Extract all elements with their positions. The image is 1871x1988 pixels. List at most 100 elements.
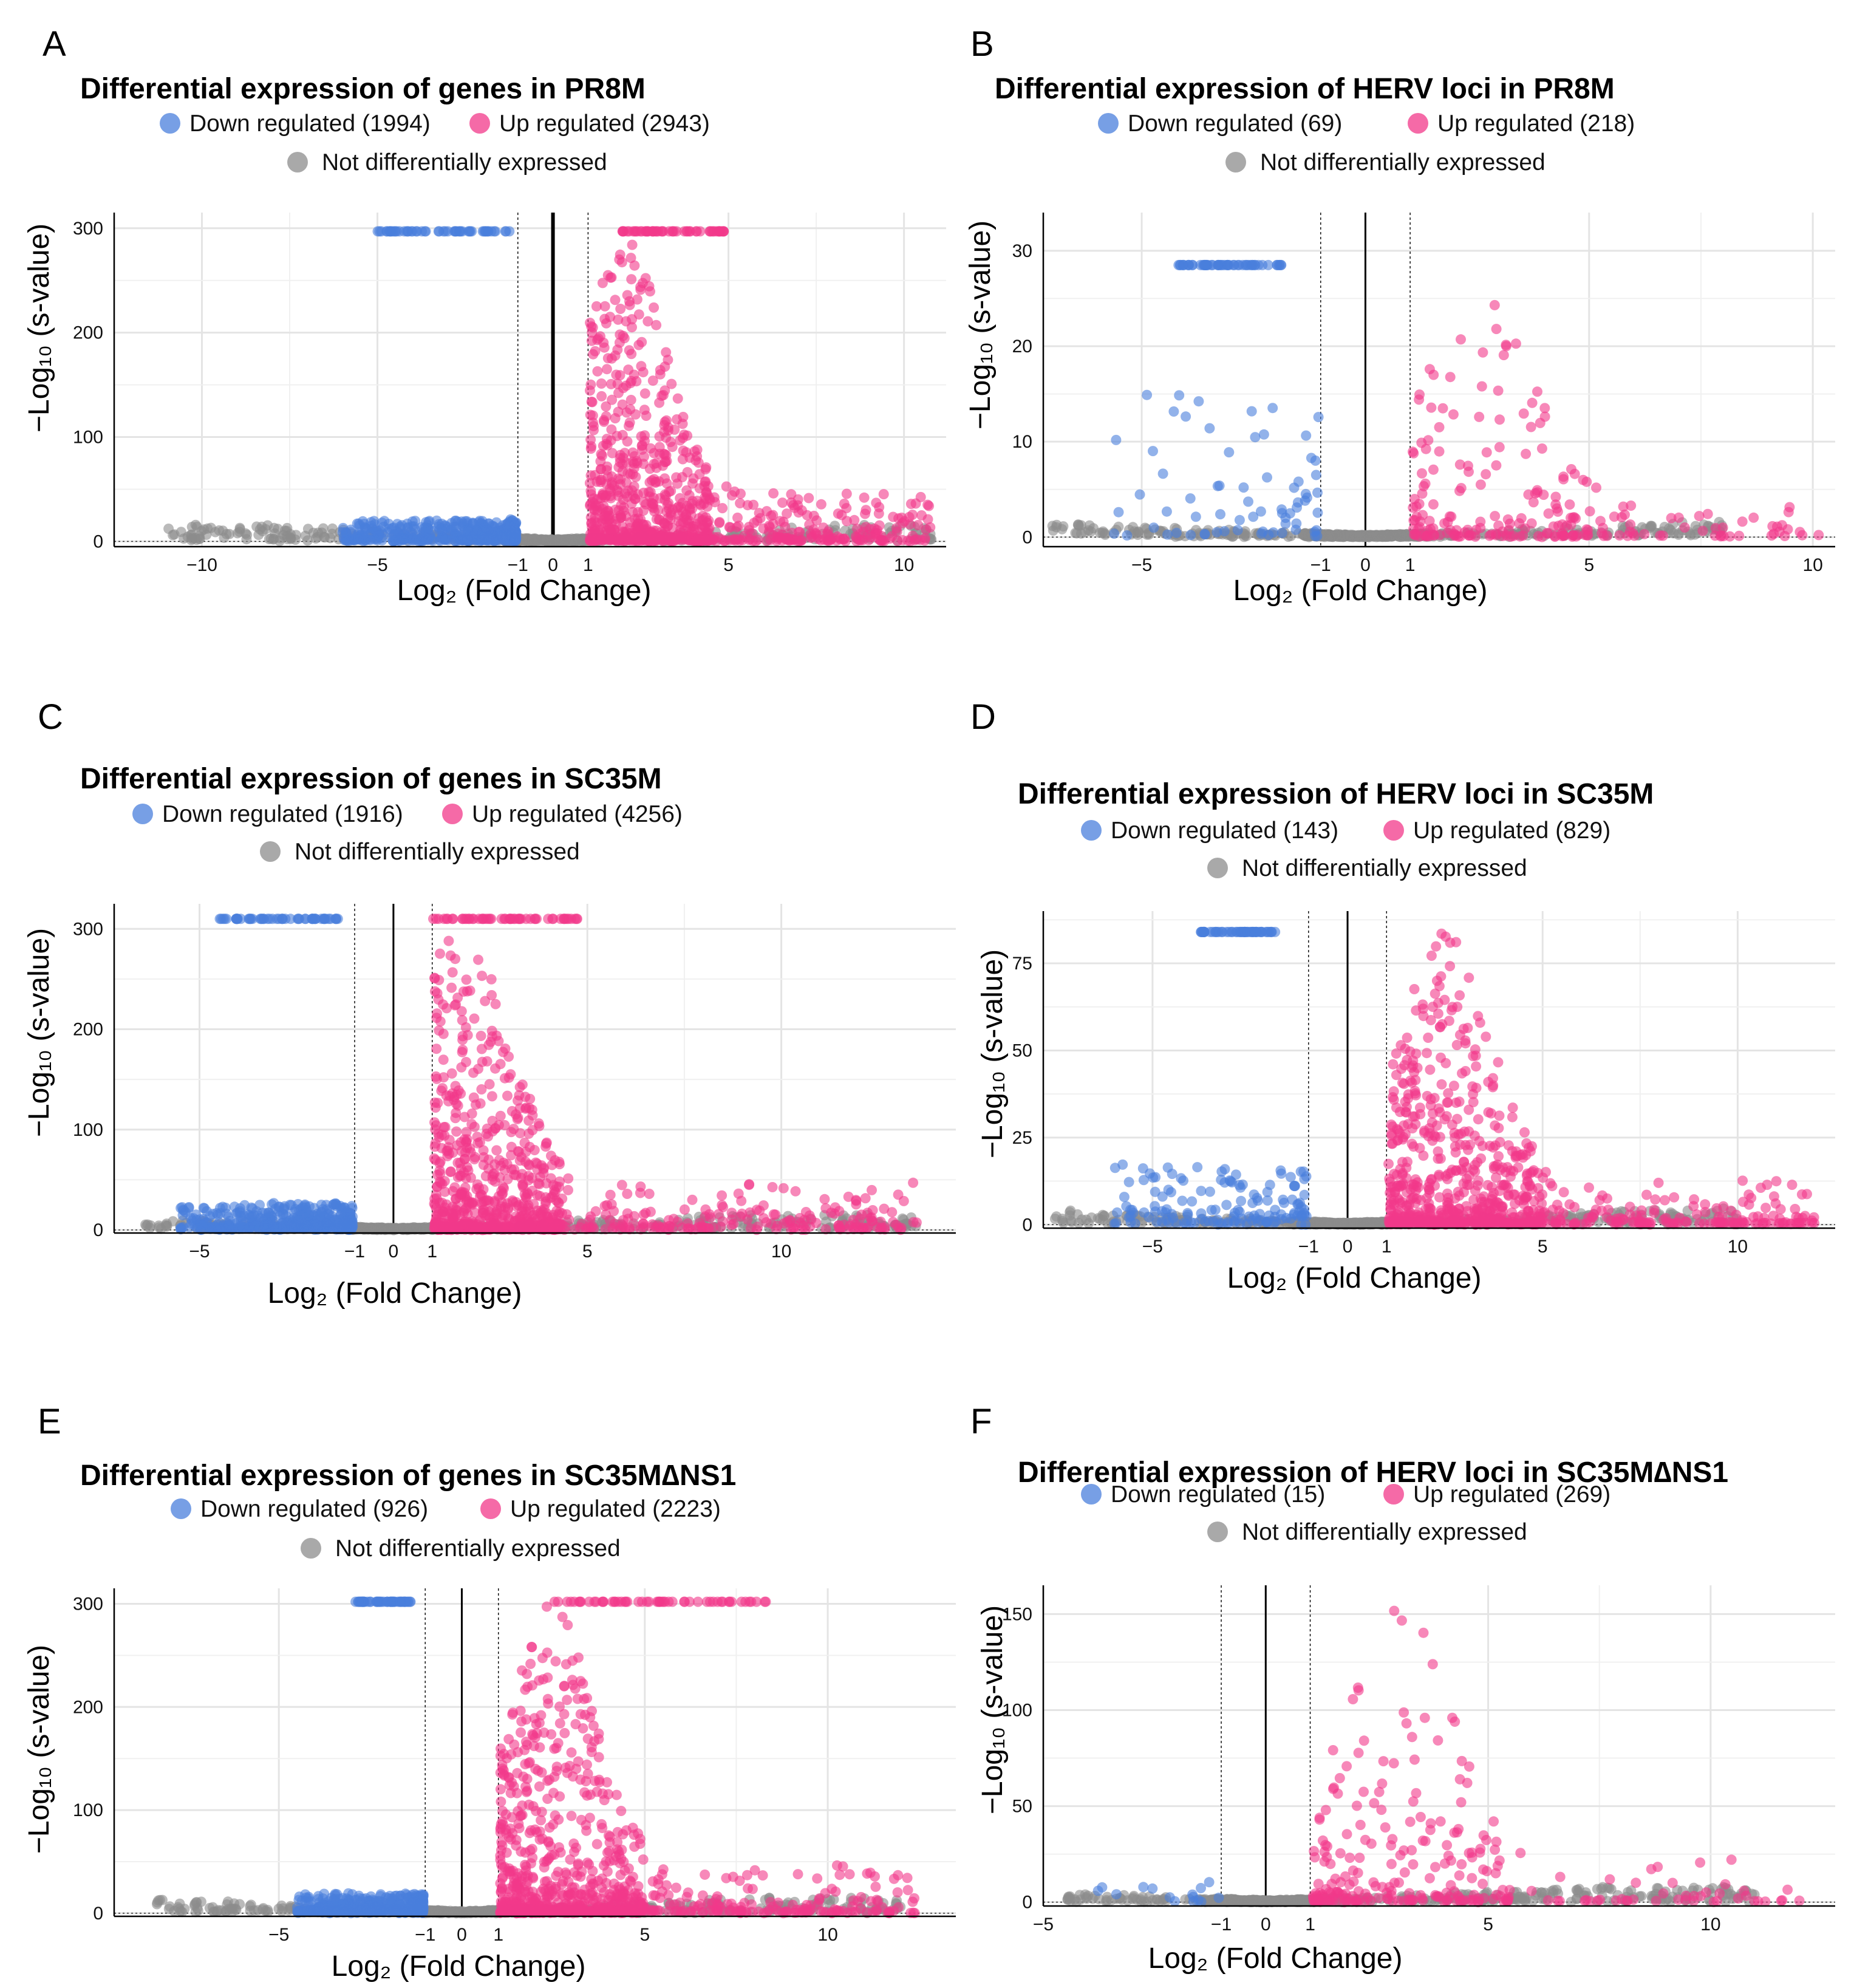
data-point-up xyxy=(649,302,659,313)
data-point-down xyxy=(489,533,500,544)
legend-marker-ns xyxy=(260,841,281,862)
data-point-down xyxy=(1267,403,1278,414)
data-point-up xyxy=(1697,525,1708,536)
legend: Down regulated (1994) Up regulated (2943)… xyxy=(160,111,710,176)
data-point-up xyxy=(687,1194,698,1205)
data-point-down xyxy=(1173,259,1184,270)
data-point-up xyxy=(610,350,621,361)
x-tick-label: 1 xyxy=(583,555,593,575)
data-point-up xyxy=(633,340,644,350)
legend-label-down: Down regulated (1916) xyxy=(162,801,403,827)
y-tick-label: 0 xyxy=(93,531,103,552)
data-point-up xyxy=(667,226,678,237)
data-point-down xyxy=(1161,506,1172,517)
data-point-down xyxy=(1234,514,1245,525)
data-point-up xyxy=(616,1180,627,1190)
data-point-up xyxy=(641,499,652,510)
data-point-up xyxy=(1581,524,1592,535)
data-point-up xyxy=(694,534,704,545)
chart-title: Differential expression of genes in SC35… xyxy=(80,763,662,795)
data-point-ns xyxy=(1354,531,1365,542)
data-point-ns xyxy=(234,524,245,535)
data-point-down xyxy=(1190,511,1201,522)
data-point-up xyxy=(1490,511,1501,522)
data-point-down xyxy=(176,1203,186,1214)
legend-label-up: Up regulated (218) xyxy=(1437,111,1635,137)
data-point-up xyxy=(1426,402,1437,413)
data-point-up xyxy=(1415,516,1426,527)
data-point-up xyxy=(860,508,870,519)
data-point-up xyxy=(856,1209,867,1220)
data-point-up xyxy=(1601,530,1612,541)
data-point-down xyxy=(1302,492,1312,503)
data-point-down xyxy=(199,1203,210,1214)
data-point-up xyxy=(554,1156,565,1167)
data-point-up xyxy=(1519,523,1530,534)
data-point-ns xyxy=(210,527,221,538)
data-point-up xyxy=(687,478,698,489)
data-point-up xyxy=(1451,525,1462,536)
data-point-up xyxy=(476,1084,487,1095)
x-tick-label: 10 xyxy=(894,555,914,575)
legend-label-ns: Not differentially expressed xyxy=(295,839,580,865)
data-point-up xyxy=(585,434,596,445)
data-point-up xyxy=(1408,448,1419,459)
data-point-ns xyxy=(169,529,180,540)
data-point-down xyxy=(274,1201,285,1212)
data-point-up xyxy=(724,522,735,533)
data-point-up xyxy=(1454,459,1465,470)
data-point-up xyxy=(749,517,760,528)
data-point-up xyxy=(626,349,637,360)
data-point-up xyxy=(1709,530,1720,541)
data-point-ns xyxy=(551,535,562,545)
data-point-up xyxy=(1442,517,1453,527)
data-point-up xyxy=(1424,516,1435,527)
data-point-up xyxy=(661,347,672,358)
data-point-up xyxy=(647,375,658,386)
data-point-up xyxy=(656,226,667,237)
data-point-up xyxy=(438,1028,449,1039)
x-axis-label: Log₂ (Fold Change) xyxy=(1233,575,1488,607)
data-point-up xyxy=(1428,499,1439,510)
data-point-down xyxy=(1268,527,1279,538)
data-point-up xyxy=(1491,460,1502,471)
data-point-up xyxy=(1558,474,1569,485)
data-point-up xyxy=(841,503,852,514)
data-point-up xyxy=(1475,516,1486,527)
data-point-up xyxy=(1502,514,1513,525)
data-point-up xyxy=(639,451,649,462)
data-point-up xyxy=(1734,530,1745,541)
data-point-up xyxy=(1481,447,1492,458)
data-point-ns xyxy=(302,535,313,546)
data-point-up xyxy=(1489,299,1500,310)
data-point-up xyxy=(925,522,936,533)
data-point-up xyxy=(1523,489,1534,500)
y-tick-label: 300 xyxy=(73,219,103,239)
data-point-up xyxy=(627,456,638,467)
y-tick-label: 200 xyxy=(73,323,103,343)
data-point-up xyxy=(602,440,613,451)
data-point-ns xyxy=(196,525,207,536)
data-point-up xyxy=(610,413,621,424)
y-tick-label: 10 xyxy=(1012,432,1032,452)
data-point-down xyxy=(1250,432,1261,443)
data-point-ns xyxy=(1324,530,1335,541)
data-point-up xyxy=(636,440,647,451)
data-point-up xyxy=(649,448,659,459)
data-point-up xyxy=(820,1203,831,1214)
data-point-up xyxy=(865,532,876,542)
data-point-up xyxy=(761,1217,772,1228)
data-point-up xyxy=(1532,386,1542,397)
data-point-up xyxy=(644,1189,655,1199)
data-point-up xyxy=(687,496,698,507)
data-point-ns xyxy=(536,535,547,545)
data-point-up xyxy=(639,388,650,399)
data-point-down xyxy=(329,1221,339,1232)
data-point-up xyxy=(1494,414,1505,425)
data-point-up xyxy=(672,393,683,404)
data-point-up xyxy=(661,432,672,443)
x-tick-label: 1 xyxy=(1405,555,1416,575)
data-point-down xyxy=(299,1200,310,1211)
data-point-down xyxy=(372,226,383,237)
data-point-up xyxy=(1655,530,1666,541)
